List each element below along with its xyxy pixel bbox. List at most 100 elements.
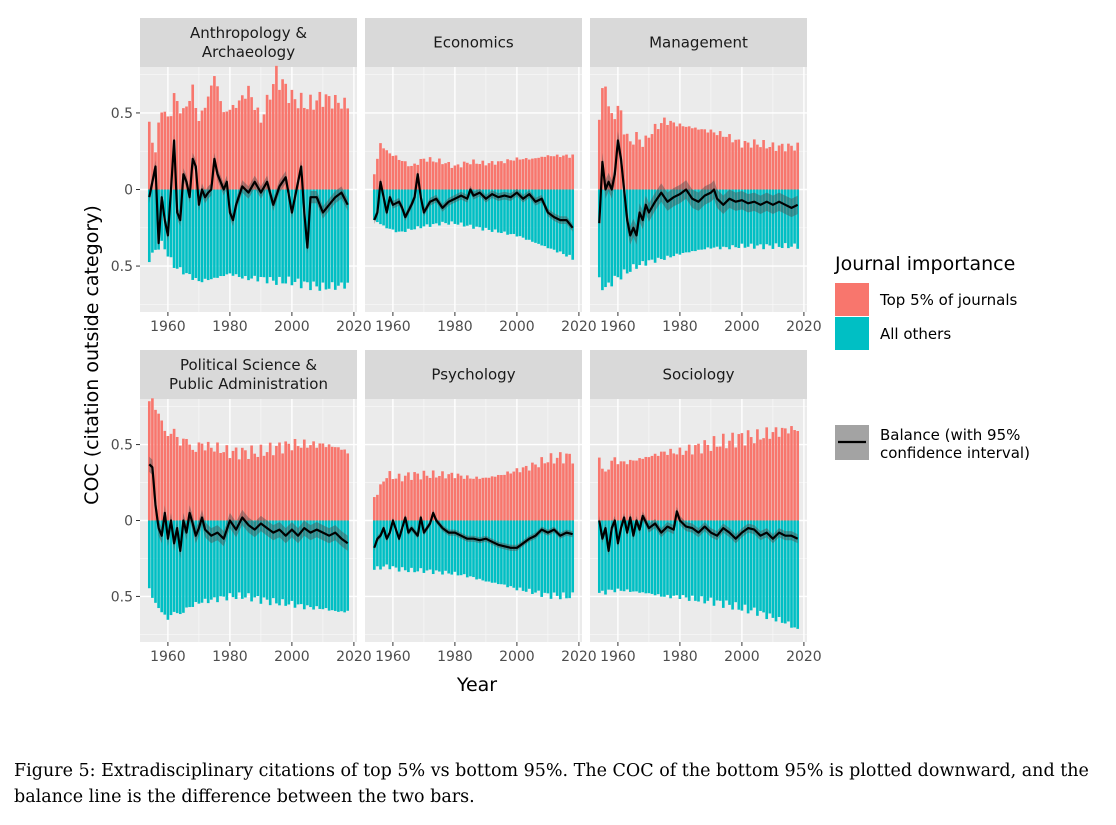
bar-top5	[281, 79, 284, 190]
x-tick-label: 1960	[600, 319, 636, 335]
bar-top5	[441, 471, 444, 521]
bar-others	[259, 520, 263, 604]
bar-others	[302, 189, 306, 282]
bar-others	[487, 189, 491, 230]
bar-top5	[438, 158, 441, 190]
bar-top5	[434, 477, 438, 521]
bar-others	[562, 189, 565, 255]
bar-top5	[703, 129, 707, 190]
legend-label: Balance (with 95%	[880, 426, 1020, 444]
bar-others	[721, 189, 725, 247]
bar-others	[472, 520, 475, 578]
bar-top5	[259, 122, 263, 190]
bar-top5	[315, 100, 319, 190]
bar-top5	[768, 147, 772, 190]
bar-top5	[290, 89, 294, 190]
bar-top5	[619, 110, 623, 190]
bar-others	[278, 189, 281, 277]
bar-top5	[731, 142, 734, 190]
bar-top5	[219, 453, 222, 521]
bar-others	[635, 520, 638, 592]
bar-top5	[200, 110, 204, 190]
bar-top5	[737, 139, 741, 190]
bar-top5	[780, 427, 784, 521]
bar-others	[484, 189, 488, 228]
bar-top5	[340, 449, 343, 521]
bar-others	[160, 520, 164, 613]
bar-top5	[487, 477, 491, 521]
bar-top5	[672, 453, 676, 521]
bar-others	[422, 520, 426, 573]
bar-others	[237, 189, 241, 277]
bar-top5	[178, 113, 182, 190]
bar-others	[490, 189, 494, 232]
bar-top5	[253, 109, 257, 190]
bar-top5	[635, 132, 638, 190]
bar-others	[659, 189, 663, 260]
bar-top5	[213, 76, 216, 190]
bar-top5	[752, 443, 756, 521]
bar-top5	[169, 116, 173, 190]
bar-others	[718, 520, 722, 601]
bar-top5	[601, 88, 604, 190]
bar-others	[537, 520, 540, 591]
x-tick-label: 2000	[499, 319, 535, 335]
bar-others	[787, 520, 790, 622]
bar-top5	[262, 114, 266, 190]
x-tick-label: 2000	[274, 319, 310, 335]
bar-top5	[206, 441, 210, 521]
bar-others	[169, 520, 173, 616]
bar-others	[568, 189, 571, 255]
bar-top5	[337, 102, 340, 190]
bar-others	[407, 520, 410, 573]
bar-others	[475, 520, 478, 580]
bar-top5	[419, 479, 423, 521]
bar-others	[240, 189, 244, 279]
bar-others	[247, 520, 250, 594]
bar-others	[157, 520, 160, 609]
bar-top5	[194, 451, 198, 521]
bar-top5	[659, 123, 663, 190]
bar-others	[793, 189, 796, 244]
bar-others	[209, 189, 213, 280]
bar-top5	[191, 449, 195, 521]
bar-top5	[681, 126, 685, 190]
bar-others	[324, 189, 328, 290]
bar-top5	[684, 450, 688, 521]
bar-top5	[644, 456, 648, 521]
bar-others	[416, 520, 420, 572]
bar-others	[666, 189, 669, 256]
bar-top5	[558, 452, 562, 521]
bar-top5	[475, 163, 478, 190]
bar-top5	[756, 144, 759, 190]
bar-others	[709, 520, 713, 598]
balance-line	[373, 511, 573, 549]
bar-others	[431, 520, 435, 575]
bar-top5	[306, 109, 309, 190]
bar-others	[372, 189, 376, 221]
bar-top5	[709, 450, 713, 521]
bar-top5	[422, 470, 426, 521]
bar-top5	[697, 443, 700, 521]
bar-others	[265, 520, 269, 600]
bar-top5	[743, 445, 747, 521]
bar-others	[450, 189, 454, 222]
bar-others	[672, 189, 676, 257]
bar-top5	[663, 451, 666, 521]
bar-top5	[309, 445, 312, 521]
bar-top5	[512, 471, 516, 521]
bar-top5	[659, 451, 663, 521]
bar-others	[619, 520, 623, 591]
bar-top5	[706, 444, 710, 521]
bar-others	[743, 189, 747, 248]
bar-top5	[656, 455, 660, 521]
bar-top5	[777, 145, 781, 190]
bar-top5	[771, 432, 775, 521]
bar-others	[619, 189, 623, 280]
bar-others	[459, 520, 463, 576]
bar-top5	[306, 447, 309, 521]
bar-others	[540, 189, 544, 246]
bar-others	[275, 520, 278, 604]
bar-others	[601, 189, 604, 291]
bar-top5	[410, 165, 413, 190]
